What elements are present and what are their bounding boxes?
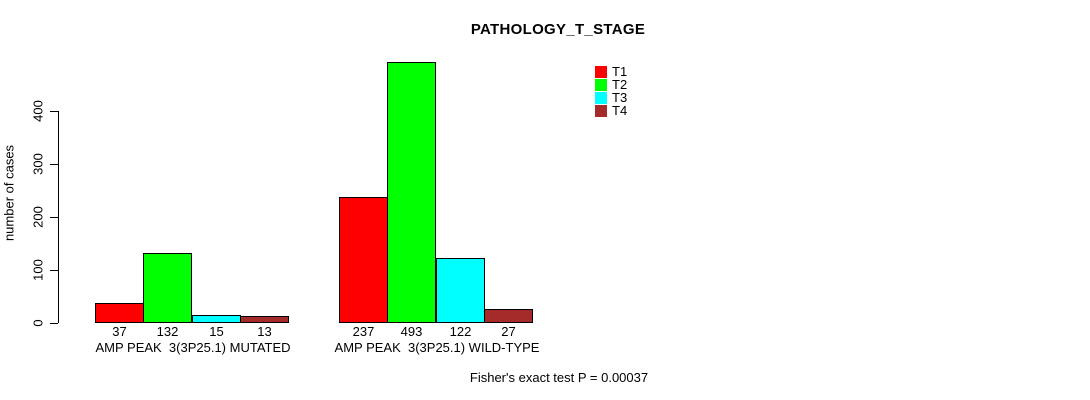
bar-t3-group2 — [436, 258, 485, 323]
y-tick-label: 200 — [30, 206, 46, 228]
bar-value-label: 13 — [257, 324, 272, 339]
legend-label-t3: T3 — [612, 90, 628, 105]
y-axis-line — [58, 111, 59, 323]
bar-value-label: 132 — [156, 324, 179, 339]
bar-t2-group2 — [387, 62, 436, 323]
legend-label-t1: T1 — [612, 64, 628, 79]
bar-t1-group1 — [95, 303, 144, 323]
bar-t2-group1 — [143, 253, 192, 323]
bar-value-label: 237 — [352, 324, 375, 339]
y-tick-mark — [50, 270, 58, 271]
y-tick-mark — [50, 111, 58, 112]
bar-value-label: 27 — [501, 324, 516, 339]
legend-swatch-t4 — [595, 105, 607, 117]
bar-value-label: 15 — [209, 324, 224, 339]
bar-value-label: 122 — [449, 324, 472, 339]
bar-value-label: 493 — [400, 324, 423, 339]
legend-item-t3: T3 — [595, 90, 628, 105]
bar-t4-group1 — [240, 316, 289, 323]
legend-label-t2: T2 — [612, 77, 628, 92]
fisher-test-annotation: Fisher's exact test P = 0.00037 — [469, 370, 649, 385]
group-label-wild-type: AMP PEAK 3(3P25.1) WILD-TYPE — [334, 340, 540, 355]
bar-t4-group2 — [484, 309, 533, 323]
y-tick-label: 100 — [30, 259, 46, 281]
chart-title: PATHOLOGY_T_STAGE — [470, 21, 646, 38]
legend-item-t2: T2 — [595, 77, 628, 92]
legend-swatch-t3 — [595, 92, 607, 104]
y-axis-label: number of cases — [1, 144, 17, 242]
y-tick-label: 0 — [30, 319, 46, 327]
legend-swatch-t1 — [595, 66, 607, 78]
y-tick-label: 400 — [30, 100, 46, 122]
legend-swatch-t2 — [595, 79, 607, 91]
legend-item-t1: T1 — [595, 64, 628, 79]
legend-label-t4: T4 — [612, 103, 628, 118]
group-label-mutated: AMP PEAK 3(3P25.1) MUTATED — [95, 340, 291, 355]
y-tick-mark — [50, 217, 58, 218]
legend: T1 T2 T3 T4 — [595, 64, 628, 118]
y-tick-mark — [50, 164, 58, 165]
y-tick-label: 300 — [30, 153, 46, 175]
legend-item-t4: T4 — [595, 103, 628, 118]
bar-t1-group2 — [339, 197, 388, 323]
bar-value-label: 37 — [112, 324, 127, 339]
y-tick-mark — [50, 323, 58, 324]
bar-t3-group1 — [192, 315, 241, 323]
